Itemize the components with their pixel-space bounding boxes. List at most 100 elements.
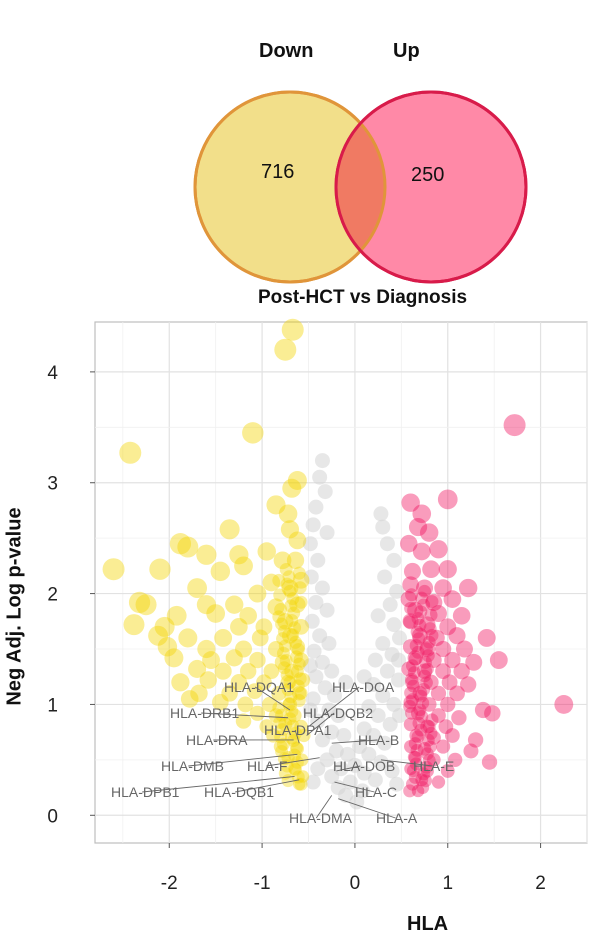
up-point: [432, 775, 445, 788]
gene-label: HLA-DPA1: [264, 722, 332, 738]
venn-up-label: Up: [393, 40, 420, 63]
ns-point: [375, 520, 390, 535]
down-point: [220, 519, 240, 539]
gene-label: HLA-DQB1: [204, 784, 274, 800]
down-point: [282, 479, 301, 498]
up-point: [424, 740, 437, 753]
ns-point: [321, 636, 336, 651]
down-point: [196, 545, 216, 565]
down-point: [103, 558, 125, 580]
ns-point: [371, 608, 386, 623]
down-point: [295, 596, 308, 609]
venn-down-count: 716: [261, 161, 294, 184]
gene-label: HLA-B: [358, 732, 399, 748]
x-tick-label: 1: [442, 873, 453, 894]
y-tick-label: 3: [47, 474, 58, 495]
down-point: [279, 504, 298, 523]
down-point: [294, 581, 307, 594]
gene-label: HLA-E: [413, 758, 454, 774]
up-point: [459, 579, 477, 597]
up-point: [420, 676, 433, 689]
down-point: [281, 578, 294, 591]
down-point: [164, 648, 183, 667]
ns-point: [310, 761, 325, 776]
down-point: [171, 673, 189, 691]
up-point: [414, 724, 427, 737]
gene-label: HLA-DQB2: [303, 705, 373, 721]
down-point: [286, 629, 299, 642]
down-point: [226, 649, 243, 666]
down-point: [289, 532, 307, 550]
down-point: [214, 629, 232, 647]
up-point: [439, 560, 457, 578]
up-point: [554, 695, 573, 714]
up-point: [425, 629, 438, 642]
down-point: [119, 442, 141, 464]
up-point: [484, 705, 500, 721]
ns-point: [336, 728, 351, 743]
up-point: [445, 728, 460, 743]
down-point: [290, 650, 303, 663]
ns-point: [308, 500, 323, 515]
x-tick-label: 2: [535, 873, 546, 894]
ns-point: [315, 453, 330, 468]
up-point: [418, 585, 431, 598]
ns-point: [306, 517, 321, 532]
up-point: [405, 707, 418, 720]
up-point: [420, 523, 438, 541]
down-point: [258, 542, 276, 560]
ns-point: [315, 581, 330, 596]
gene-label: HLA-F: [247, 758, 287, 774]
x-axis-title: HLA: [407, 913, 448, 936]
gene-label: HLA-A: [376, 810, 418, 826]
up-point: [408, 666, 421, 679]
up-point: [451, 710, 466, 725]
gene-label: HLA-DPB1: [111, 784, 180, 800]
chart-title: Post-HCT vs Diagnosis: [258, 287, 467, 309]
ns-point: [380, 536, 395, 551]
ns-point: [320, 525, 335, 540]
down-point: [234, 556, 253, 575]
x-tick-label: -2: [161, 873, 178, 894]
down-point: [215, 663, 232, 680]
down-point: [291, 665, 304, 678]
ns-point: [383, 597, 398, 612]
x-tick-label: -1: [254, 873, 271, 894]
up-point: [411, 744, 424, 757]
up-point: [404, 602, 417, 615]
down-point: [149, 559, 170, 580]
up-point: [504, 414, 526, 436]
up-point: [421, 663, 434, 676]
up-point: [482, 754, 497, 769]
down-point: [250, 706, 265, 721]
venn-down-label: Down: [259, 40, 313, 63]
up-point: [407, 680, 420, 693]
down-point: [278, 661, 291, 674]
down-point: [225, 596, 243, 614]
up-point: [478, 629, 496, 647]
up-point: [405, 588, 418, 601]
down-point: [123, 614, 144, 635]
up-point: [429, 540, 447, 558]
gene-label: HLA-DRB1: [170, 705, 239, 721]
up-point: [412, 632, 425, 645]
x-tick-label: 0: [350, 873, 361, 894]
ns-point: [312, 470, 327, 485]
down-point: [289, 763, 302, 776]
down-point: [285, 614, 298, 627]
ns-point: [318, 484, 333, 499]
down-point: [230, 618, 248, 636]
down-point: [282, 319, 304, 341]
ns-point: [377, 569, 392, 584]
venn-diagram: [195, 92, 526, 282]
gene-label: HLA-DOA: [332, 679, 395, 695]
down-point: [177, 537, 198, 558]
y-tick-label: 1: [47, 695, 58, 716]
up-point: [444, 590, 462, 608]
down-point: [187, 578, 207, 598]
venn-up-count: 250: [411, 164, 444, 187]
ns-point: [320, 603, 335, 618]
up-point: [490, 651, 508, 669]
